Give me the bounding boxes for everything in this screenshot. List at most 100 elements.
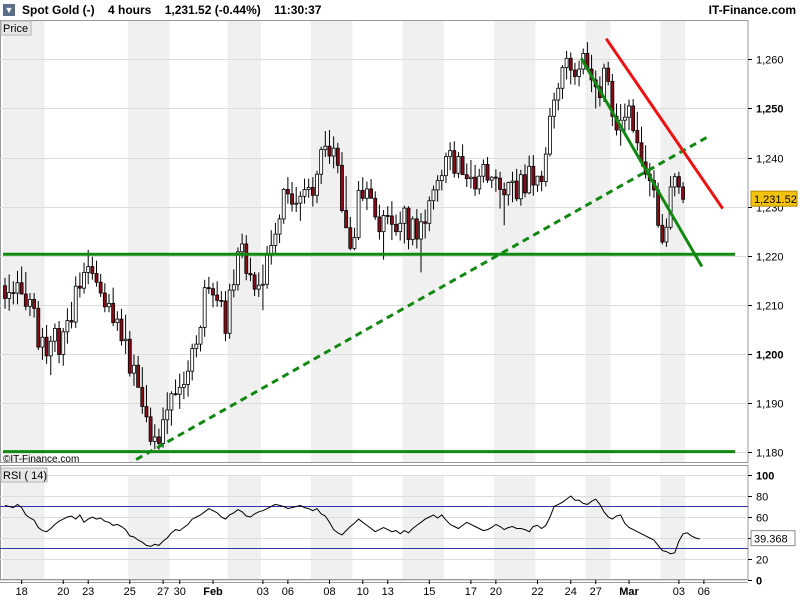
candle-body (381, 215, 386, 233)
x-tick-label: 06 (698, 586, 710, 598)
candle-body (677, 176, 681, 188)
candle-body (57, 328, 61, 355)
candle-body (552, 99, 557, 117)
support-line (579, 57, 704, 268)
price-day-stripe (310, 20, 353, 462)
candle-body (365, 188, 369, 199)
rsi-tick-label: 100 (756, 471, 774, 483)
candle-body (419, 221, 423, 240)
x-tick-label: 13 (382, 586, 394, 598)
candle-body (315, 173, 319, 196)
rsi-panel-frame (0, 465, 749, 580)
candle-body (94, 273, 99, 283)
candle-body (157, 436, 161, 444)
x-tick-label: 23 (82, 586, 94, 598)
x-tick-label: 03 (257, 586, 269, 598)
candle-body (215, 294, 220, 301)
candle-body (402, 207, 407, 224)
candle-body (202, 287, 207, 328)
candle-body (177, 386, 182, 395)
candle-body (19, 282, 24, 295)
candle-body (323, 145, 328, 151)
rsi-last-value-label: 39.368 (754, 534, 788, 546)
rsi-tick-label: 60 (756, 513, 768, 525)
candle-body (319, 149, 324, 175)
candle-body (36, 307, 41, 348)
candle-body (86, 266, 91, 273)
candle-body (236, 251, 240, 286)
x-tick-label: 22 (531, 586, 543, 598)
x-tick-label: 10 (357, 586, 369, 598)
price-day-stripe (660, 20, 686, 462)
candle-body (452, 150, 457, 174)
candle-body (506, 182, 511, 196)
candle-body (165, 409, 170, 421)
x-tick-label: 17 (465, 586, 477, 598)
candle-body (660, 224, 665, 243)
collapse-arrow-icon[interactable]: ▼ (3, 4, 15, 16)
candle-body (310, 187, 315, 196)
candle-body (306, 187, 311, 190)
candle-body (7, 292, 12, 299)
rsi-day-stripe (3, 475, 45, 580)
rsi-day-stripe (585, 475, 611, 580)
chart-header: ▼ Spot Gold (-) 4 hours 1,231.52 (-0.44%… (0, 0, 800, 20)
candle-body (539, 175, 544, 182)
x-tick-label: 27 (157, 586, 169, 598)
x-axis: 18 20 23 25 27 30 Feb 03 06 08 10 13 15 17 20 22 24 27 Mar… (0, 580, 748, 598)
instrument-name: Spot Gold (-) (22, 3, 95, 17)
candle-body (514, 180, 519, 200)
rsi-tick-label: 0 (756, 576, 762, 588)
quote: 1,231.52 (-0.44%) (164, 3, 261, 17)
candle-body (664, 226, 669, 243)
candle-body (635, 130, 640, 144)
candle-body (77, 285, 82, 289)
x-tick-label: 08 (323, 586, 335, 598)
candle-body (90, 266, 95, 274)
candle-body (227, 289, 232, 334)
candle-body (211, 288, 215, 296)
candle-body (460, 156, 465, 176)
candle-body (606, 67, 611, 82)
candle-body (173, 393, 178, 396)
price-panel-frame (0, 20, 749, 463)
candle-body (28, 299, 32, 307)
candle-body (627, 105, 631, 118)
price-panel-label: Price (3, 23, 28, 35)
candle-body (65, 320, 70, 333)
rsi-tick-label: 20 (756, 555, 768, 567)
candle-body (385, 215, 390, 217)
rsi-day-stripe (310, 475, 353, 580)
candle-body (240, 243, 245, 253)
candle-body (435, 180, 440, 191)
candle-body (369, 188, 373, 199)
candle-body (327, 145, 332, 157)
candle-body (448, 150, 453, 157)
candle-body (548, 115, 552, 155)
candle-body (277, 218, 282, 235)
candle-body (294, 202, 299, 205)
candle-body (423, 221, 428, 224)
candle-body (456, 156, 461, 174)
rsi-last-value-box (750, 530, 796, 547)
x-tick-label: 06 (282, 586, 294, 598)
candle-body (335, 147, 340, 166)
candle-body (622, 116, 627, 121)
candle-body (111, 302, 116, 323)
candle-body (219, 300, 224, 302)
candle-body (132, 364, 136, 374)
watermark: ©IT-Finance.com (3, 454, 79, 465)
candle-body (527, 165, 532, 194)
candle-body (261, 283, 265, 286)
candle-body (427, 200, 432, 224)
candle-body (281, 189, 286, 220)
candle-body (152, 436, 157, 442)
candle-body (198, 327, 203, 345)
candle-body (510, 180, 515, 183)
candle-body (256, 284, 261, 290)
candle-body (190, 348, 195, 372)
candle-body (285, 189, 290, 195)
candle-body (82, 272, 86, 289)
resistance-line (604, 37, 724, 210)
